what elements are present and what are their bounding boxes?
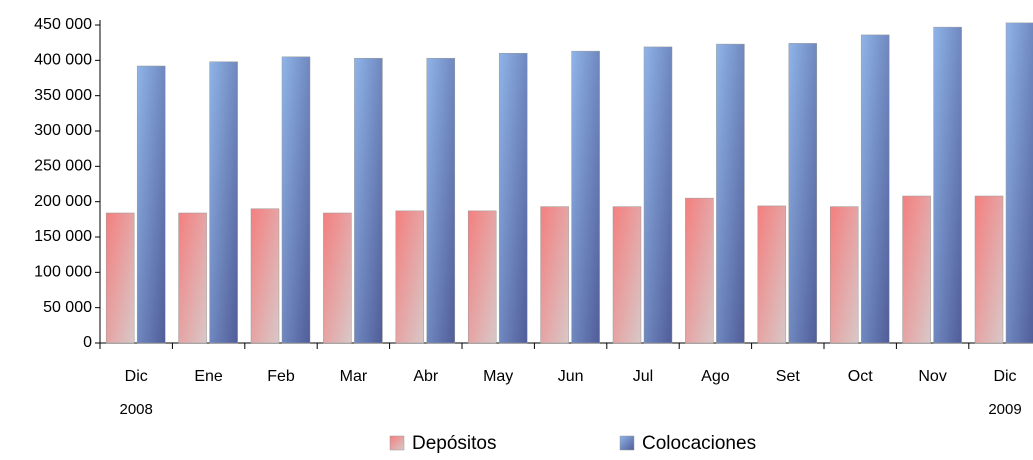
bar xyxy=(250,208,280,344)
bar xyxy=(209,61,238,344)
bar xyxy=(716,43,745,344)
x-tick-label: Oct xyxy=(848,368,873,385)
bar xyxy=(860,34,890,344)
y-tick-label: 100 000 xyxy=(34,264,92,281)
bar xyxy=(178,212,207,344)
x-tick-label: Mar xyxy=(340,368,368,385)
legend-swatch xyxy=(619,435,635,451)
bar xyxy=(354,57,383,344)
x-tick-label: Ago xyxy=(701,368,730,385)
y-tick-label: 400 000 xyxy=(34,52,92,69)
bar xyxy=(498,53,528,344)
bar xyxy=(467,210,497,344)
bar xyxy=(1005,22,1033,344)
x-sublabel: 2009 xyxy=(988,401,1021,418)
bar xyxy=(426,57,456,344)
y-tick-label: 300 000 xyxy=(34,122,92,139)
y-tick-label: 150 000 xyxy=(34,228,92,245)
bar xyxy=(571,50,600,344)
y-tick-label: 250 000 xyxy=(34,158,92,175)
legend-label: Depósitos xyxy=(412,433,497,454)
y-tick-label: 350 000 xyxy=(34,87,92,104)
bar xyxy=(974,195,1004,344)
bar xyxy=(540,206,569,344)
x-tick-label: Set xyxy=(776,368,801,385)
bar xyxy=(933,26,962,344)
x-tick-label: Dic xyxy=(125,368,148,385)
y-tick-label: 450 000 xyxy=(34,16,92,33)
legend-label: Colocaciones xyxy=(642,433,756,454)
y-tick-label: 200 000 xyxy=(34,193,92,210)
bar xyxy=(788,43,818,344)
bar xyxy=(281,56,311,344)
bar xyxy=(902,195,931,344)
bar xyxy=(757,205,787,344)
x-tick-label: Feb xyxy=(267,368,295,385)
x-tick-label: Nov xyxy=(918,368,946,385)
bar xyxy=(829,206,859,344)
x-tick-label: May xyxy=(483,368,513,385)
bar xyxy=(395,210,425,344)
bar xyxy=(643,46,673,344)
x-tick-label: Jun xyxy=(558,368,584,385)
y-tick-label: 0 xyxy=(83,334,92,351)
bar xyxy=(323,212,352,344)
x-tick-label: Ene xyxy=(194,368,223,385)
bar xyxy=(685,197,714,344)
bar xyxy=(105,212,135,344)
x-sublabel: 2008 xyxy=(120,401,153,418)
x-tick-label: Abr xyxy=(413,368,439,385)
x-tick-label: Jul xyxy=(633,368,653,385)
legend-swatch xyxy=(389,435,405,451)
bar xyxy=(612,206,642,344)
bar xyxy=(136,65,166,344)
y-tick-label: 50 000 xyxy=(43,299,92,316)
x-tick-label: Dic xyxy=(993,368,1016,385)
